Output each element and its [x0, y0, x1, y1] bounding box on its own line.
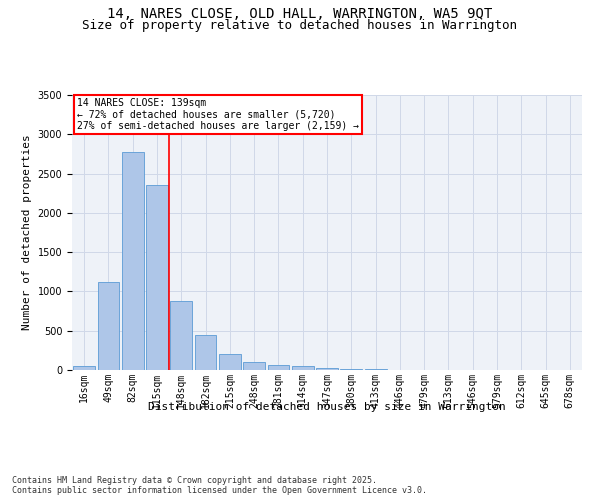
Bar [219, 354, 241, 370]
Bar [170, 301, 192, 370]
Text: Size of property relative to detached houses in Warrington: Size of property relative to detached ho… [83, 19, 517, 32]
Bar [73, 366, 95, 370]
Bar [316, 368, 338, 370]
Text: 14 NARES CLOSE: 139sqm
← 72% of detached houses are smaller (5,720)
27% of semi-: 14 NARES CLOSE: 139sqm ← 72% of detached… [77, 98, 359, 131]
Bar [243, 362, 265, 370]
Bar [268, 364, 289, 370]
Bar [365, 369, 386, 370]
Bar [292, 366, 314, 370]
Bar [97, 282, 119, 370]
Text: Contains HM Land Registry data © Crown copyright and database right 2025.
Contai: Contains HM Land Registry data © Crown c… [12, 476, 427, 495]
Bar [194, 335, 217, 370]
Text: Distribution of detached houses by size in Warrington: Distribution of detached houses by size … [148, 402, 506, 412]
Bar [122, 152, 143, 370]
Bar [146, 186, 168, 370]
Text: 14, NARES CLOSE, OLD HALL, WARRINGTON, WA5 9QT: 14, NARES CLOSE, OLD HALL, WARRINGTON, W… [107, 8, 493, 22]
Bar [340, 369, 362, 370]
Y-axis label: Number of detached properties: Number of detached properties [22, 134, 32, 330]
